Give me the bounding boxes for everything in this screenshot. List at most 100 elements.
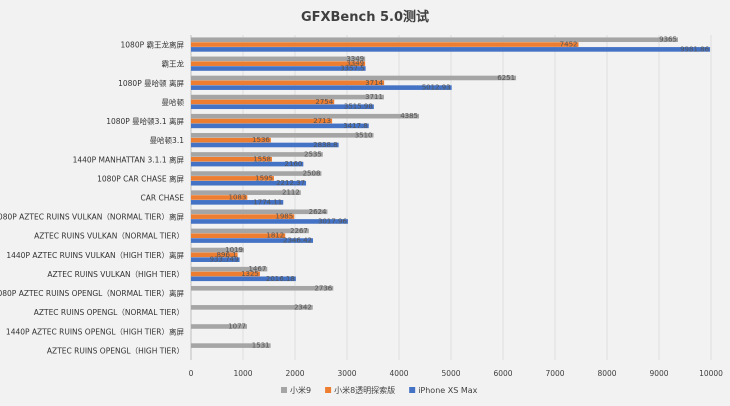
data-label: 1019 — [225, 246, 243, 254]
data-label: 2624 — [309, 208, 327, 216]
legend-label: iPhone XS Max — [418, 386, 477, 395]
x-tick-label: 10000 — [699, 369, 723, 378]
data-label: 2112 — [282, 189, 300, 197]
bar — [191, 200, 284, 205]
bar — [191, 42, 579, 47]
data-label: 2713 — [313, 117, 331, 125]
data-label: 2535 — [304, 150, 322, 158]
data-label: 2736 — [314, 284, 332, 292]
bar — [191, 219, 348, 224]
category-label: 曼哈顿3.1 — [150, 135, 185, 145]
category-label: 1080P AZTEC RUINS VULKAN（NORMAL TIER）离屏 — [0, 212, 184, 222]
data-label: 2346.42 — [283, 237, 312, 245]
category-label: 1440P AZTEC RUINS VULKAN（HIGH TIER）离屏 — [6, 250, 184, 260]
x-tick-label: 4000 — [389, 369, 408, 378]
x-tick-label: 5000 — [441, 369, 460, 378]
bar — [191, 305, 313, 310]
category-label: CAR CHASE — [141, 194, 185, 203]
data-label: 1595 — [255, 174, 273, 182]
bar — [191, 75, 517, 81]
data-label: 2342 — [294, 303, 312, 311]
bar — [191, 252, 238, 258]
bar — [191, 123, 369, 129]
data-label: 3349 — [346, 55, 364, 63]
bar — [191, 324, 248, 329]
category-label: AZTEC RUINS VULKAN（NORMAL TIER） — [34, 232, 184, 241]
data-label: 1774.11 — [253, 198, 282, 206]
category-label: AZTEC RUINS OPENGL（HIGH TIER） — [47, 346, 184, 355]
bar — [191, 247, 244, 253]
data-label: 1083 — [228, 194, 246, 202]
bar — [191, 133, 374, 138]
data-label: 2212.37 — [276, 179, 305, 187]
x-tick-label: 3000 — [337, 369, 356, 378]
data-label: 2508 — [303, 170, 321, 178]
x-tick-labels: 0 1000 2000 3000 4000 5000 6000 7000 8000 9000 100… — [189, 369, 724, 378]
bar — [191, 85, 452, 90]
x-tick-label: 7000 — [545, 369, 564, 378]
legend-label: 小米9 — [290, 385, 311, 395]
data-label: 2160 — [284, 160, 302, 168]
bar — [191, 113, 420, 119]
category-label: 1440P MANHATTAN 3.1.1 离屏 — [73, 154, 185, 164]
data-label: 933.749 — [210, 256, 239, 264]
bar — [191, 47, 711, 52]
category-label: 1080P 霸王龙离屏 — [121, 40, 185, 50]
category-label: 1440P AZTEC RUINS OPENGL（HIGH TIER）离屏 — [6, 326, 185, 336]
bar — [191, 233, 286, 239]
x-tick-label: 8000 — [597, 369, 616, 378]
data-label: 896.1 — [217, 251, 237, 259]
data-label: 3357.5 — [340, 65, 365, 73]
bar — [191, 61, 366, 66]
chart-title: GFXBench 5.0测试 — [301, 9, 429, 25]
bar — [191, 156, 273, 162]
x-tick-label: 2000 — [285, 369, 304, 378]
bar — [191, 118, 333, 124]
data-label: 1985 — [275, 213, 293, 221]
legend-label: 小米8透明探索版 — [334, 385, 395, 395]
legend-swatch — [325, 387, 332, 393]
bar — [191, 176, 274, 181]
data-label: 7452 — [560, 41, 578, 49]
category-label: AZTEC RUINS OPENGL（NORMAL TIER） — [34, 308, 184, 317]
data-label: 3515.98 — [344, 103, 373, 111]
bar — [191, 257, 240, 262]
category-label: 1080P AZTEC RUINS OPENGL（NORMAL TIER）离屏 — [0, 288, 184, 298]
category-label: 霸王龙 — [162, 59, 185, 69]
category-label: 1080P 曼哈顿 离屏 — [118, 78, 184, 88]
bar — [191, 171, 322, 176]
bar — [191, 195, 248, 200]
bar — [191, 214, 295, 219]
bar — [191, 238, 314, 243]
bar — [191, 99, 335, 105]
bar — [191, 152, 323, 157]
data-label: 3714 — [365, 79, 383, 87]
bar — [191, 142, 339, 148]
legend-swatch — [281, 387, 287, 393]
data-label: 1558 — [253, 155, 271, 163]
bar — [191, 104, 374, 110]
data-label: 1812 — [266, 232, 284, 240]
bars: 936574529981.86334933493357.562513714501… — [191, 36, 711, 350]
bar — [191, 266, 268, 272]
data-label: 1536 — [252, 136, 270, 144]
data-label: 2267 — [290, 227, 308, 235]
data-label: 9981.86 — [680, 45, 709, 53]
data-label: 2754 — [315, 98, 333, 106]
bar — [191, 190, 301, 195]
data-label: 1325 — [241, 270, 259, 278]
data-label: 2016.18 — [266, 275, 295, 283]
bar — [191, 209, 328, 215]
data-label: 1531 — [252, 342, 270, 350]
data-label: 1077 — [228, 322, 246, 330]
bar — [191, 285, 334, 291]
data-label: 3417.8 — [343, 122, 368, 130]
bar — [191, 276, 296, 282]
bar — [191, 271, 260, 277]
legend: 小米9 小米8透明探索版 iPhone XS Max — [281, 385, 478, 395]
data-label: 2838.8 — [313, 141, 338, 149]
bar — [191, 180, 307, 186]
bar — [191, 161, 304, 167]
